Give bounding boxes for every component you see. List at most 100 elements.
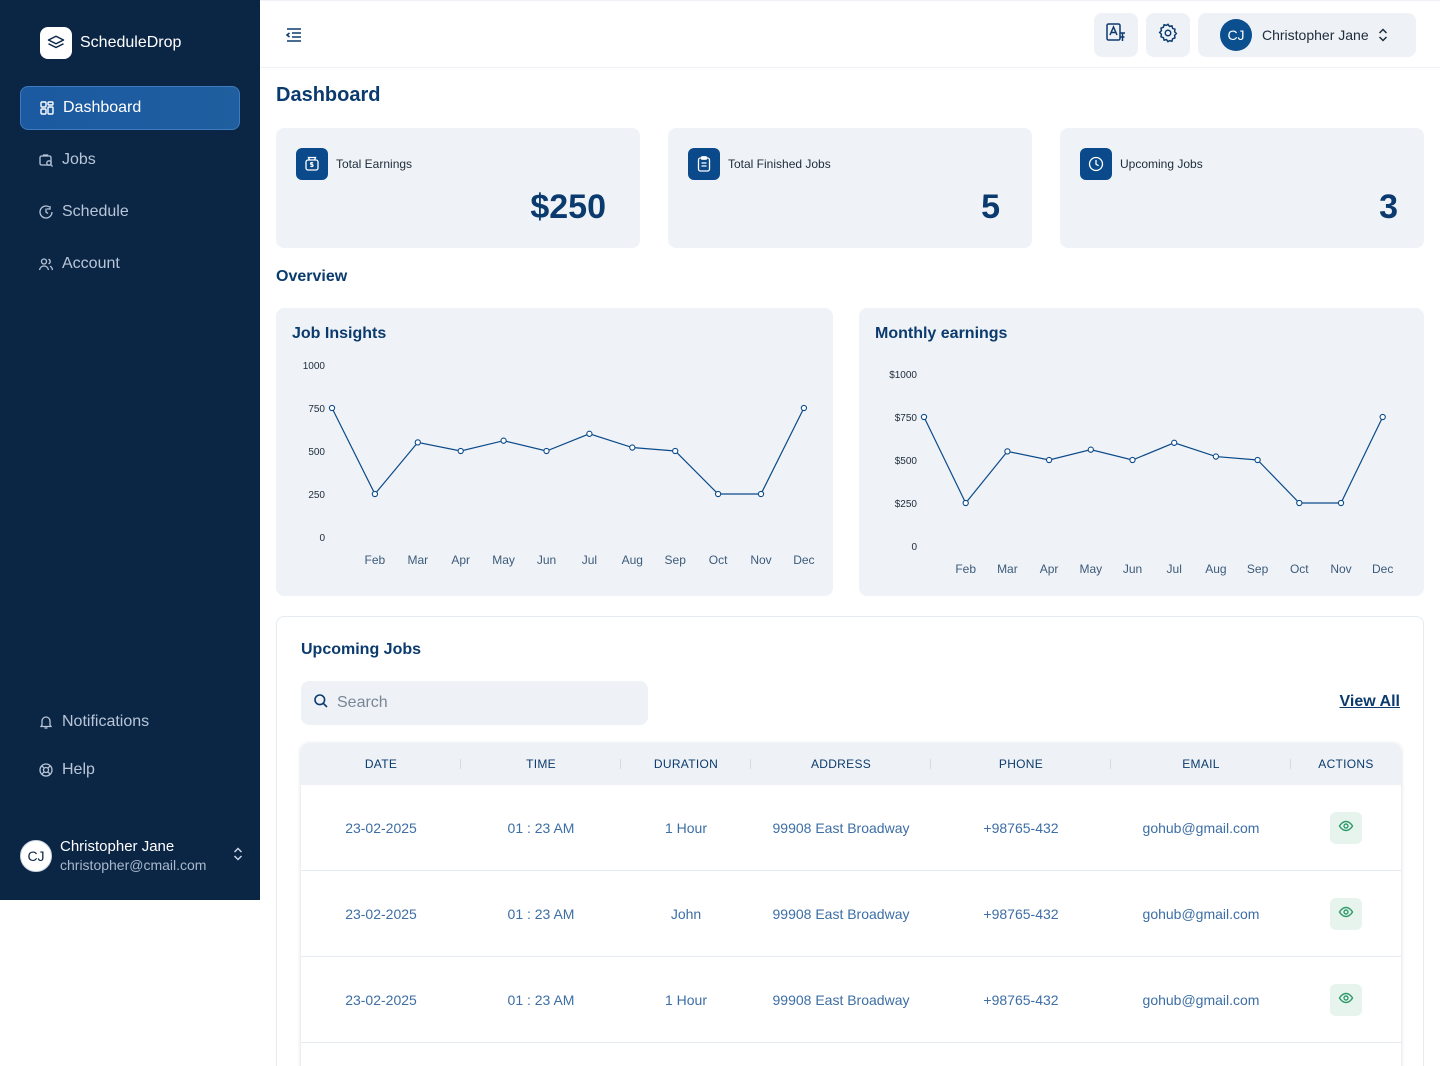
x-tick-label: Dec	[1372, 562, 1393, 576]
cell-email: gohub@gmail.com	[1142, 819, 1260, 836]
column-header-phone[interactable]: PHONE	[931, 757, 1111, 771]
stat-value: 5	[981, 188, 1000, 226]
data-point[interactable]	[1296, 499, 1303, 507]
data-point[interactable]	[1004, 448, 1011, 455]
x-tick-label: Nov	[1330, 562, 1351, 576]
data-point[interactable]	[1045, 456, 1053, 464]
data-point[interactable]	[1337, 499, 1345, 507]
sidebar-item-notifications[interactable]: Notifications	[20, 700, 240, 744]
table-row[interactable]: 23-02-2025 01 : 23 AM 1 Hour 99908 East …	[301, 957, 1401, 1043]
cell-email: gohub@gmail.com	[1142, 905, 1260, 922]
cell-phone: +98765-432	[983, 905, 1059, 922]
eye-icon	[1338, 990, 1354, 1009]
collapse-menu-icon[interactable]	[284, 25, 304, 50]
grid-icon	[39, 100, 55, 116]
clipboard-icon	[688, 148, 720, 180]
column-header-date[interactable]: DATE	[301, 757, 461, 771]
sidebar-item-schedule[interactable]: Schedule	[20, 190, 240, 234]
overview-title: Overview	[276, 268, 348, 285]
user-menu-button[interactable]: CJ Christopher Jane	[1198, 13, 1416, 57]
y-tick-label: $750	[895, 413, 918, 424]
column-header-duration[interactable]: DURATION	[621, 757, 751, 771]
view-button[interactable]	[1330, 897, 1362, 930]
y-tick-label: $250	[895, 499, 918, 510]
cell-email: gohub@gmail.com	[1142, 991, 1260, 1008]
data-point[interactable]	[328, 404, 336, 412]
users-icon	[38, 256, 54, 272]
search-icon	[313, 693, 329, 714]
sidebar-user[interactable]: CJ Christopher Jane christopher@cmail.co…	[20, 838, 245, 874]
data-point[interactable]	[1254, 456, 1261, 464]
data-point[interactable]	[757, 490, 765, 498]
sidebar-item-jobs[interactable]: Jobs	[20, 138, 240, 182]
data-point[interactable]	[371, 490, 379, 498]
eye-icon	[1338, 904, 1354, 923]
data-point[interactable]	[1171, 439, 1178, 446]
sidebar-item-label: Schedule	[62, 203, 129, 220]
topbar: CJ Christopher Jane	[260, 0, 1440, 68]
data-point[interactable]	[543, 447, 550, 455]
data-point[interactable]	[500, 437, 507, 444]
bell-icon	[38, 714, 54, 730]
job-insights-chart-card: Job Insights 0 250 500 750 1000 Feb Mar Apr May J…	[276, 308, 833, 596]
eye-icon	[1338, 818, 1354, 837]
gear-icon	[1157, 22, 1179, 49]
stat-card-total-earnings: Total Earnings $250	[276, 128, 640, 248]
data-point[interactable]	[1129, 456, 1136, 464]
column-header-time[interactable]: TIME	[461, 757, 621, 771]
view-button[interactable]	[1330, 811, 1362, 844]
clock-icon	[1080, 148, 1112, 180]
sidebar-item-help[interactable]: Help	[20, 748, 240, 792]
column-header-address[interactable]: ADDRESS	[751, 757, 931, 771]
sidebar-nav: Dashboard Jobs Schedule Account	[20, 86, 240, 294]
column-header-email[interactable]: EMAIL	[1111, 757, 1291, 771]
x-tick-label: Apr	[1040, 562, 1059, 576]
cell-duration: 1 Hour	[664, 991, 708, 1008]
stack-logo-icon	[40, 27, 72, 59]
data-point[interactable]	[586, 430, 593, 437]
data-point[interactable]	[962, 499, 969, 507]
stat-card-total-finished-jobs: Total Finished Jobs 5	[668, 128, 1032, 248]
search-input[interactable]	[337, 694, 627, 712]
sidebar-item-account[interactable]: Account	[20, 242, 240, 286]
view-all-link[interactable]: View All	[1339, 693, 1400, 710]
x-tick-label: May	[492, 553, 515, 567]
monthly-earnings-chart: 0 $250 $500 $750 $1000 Feb Mar Apr May Jun Jul Aug S…	[889, 370, 1393, 576]
translate-button[interactable]	[1094, 13, 1138, 57]
data-point[interactable]	[920, 413, 928, 421]
data-point[interactable]	[629, 444, 636, 451]
table-row[interactable]: 23-02-2025 01 : 23 AM John 99908 East Br…	[301, 871, 1401, 957]
data-point[interactable]	[1087, 446, 1094, 453]
data-point[interactable]	[457, 447, 464, 455]
cell-phone: +98765-432	[983, 819, 1059, 836]
data-point[interactable]	[800, 404, 808, 412]
data-point[interactable]	[714, 490, 722, 498]
data-point[interactable]	[1379, 413, 1386, 421]
avatar: CJ	[1220, 19, 1252, 51]
monthly-earnings-chart-card: Monthly earnings 0 $250 $500 $750 $1000 Feb Ma…	[859, 308, 1424, 596]
x-tick-label: Jul	[582, 553, 597, 567]
cell-address: 99908 East Broadway	[772, 991, 910, 1008]
x-tick-label: Jun	[1123, 562, 1142, 576]
chevron-up-down-icon[interactable]	[231, 846, 245, 867]
settings-button[interactable]	[1146, 13, 1190, 57]
x-tick-label: Aug	[1205, 562, 1226, 576]
brand[interactable]: ScheduleDrop	[40, 27, 181, 59]
view-button[interactable]	[1330, 983, 1362, 1016]
stat-card-upcoming-jobs: Upcoming Jobs 3	[1060, 128, 1424, 248]
data-point[interactable]	[672, 447, 679, 455]
data-point[interactable]	[1212, 453, 1220, 460]
y-tick-label: 500	[308, 447, 325, 458]
translate-icon	[1105, 22, 1127, 49]
cell-duration: 1 Hour	[664, 819, 708, 836]
table-row[interactable]: 23-02-2025 01 : 23 AM 1 Hour 99908 East …	[301, 785, 1401, 871]
sidebar-item-dashboard[interactable]: Dashboard	[20, 86, 240, 130]
cell-date: 23-02-2025	[345, 905, 417, 922]
data-point[interactable]	[414, 439, 421, 446]
cell-actions	[1291, 897, 1401, 930]
x-tick-label: Aug	[622, 553, 643, 567]
x-tick-label: Mar	[997, 562, 1018, 576]
y-tick-label: 250	[308, 490, 325, 501]
chevron-up-down-icon	[1377, 27, 1389, 43]
x-tick-label: Mar	[407, 553, 428, 567]
